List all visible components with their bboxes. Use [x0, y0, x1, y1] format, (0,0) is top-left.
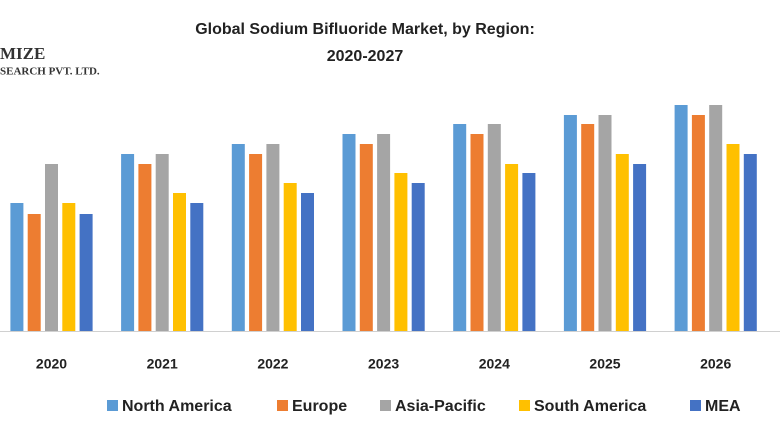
logo-text: SEARCH PVT. LTD.	[0, 66, 100, 78]
legend-label: Asia-Pacific	[395, 398, 486, 415]
x-tick-label: 2026	[700, 356, 731, 372]
bar	[342, 134, 356, 331]
x-tick-label: 2023	[368, 356, 399, 372]
bar	[283, 183, 297, 331]
bar	[598, 115, 612, 331]
bar	[190, 203, 204, 331]
logo-text: MIZE	[0, 44, 45, 63]
bar	[633, 164, 647, 331]
bar	[581, 124, 595, 331]
bar	[231, 144, 245, 331]
bar	[453, 124, 467, 331]
bar	[27, 214, 41, 331]
bar	[563, 115, 577, 331]
x-tick-label: 2024	[479, 356, 510, 372]
x-tick-label: 2020	[36, 356, 67, 372]
legend-swatch	[380, 400, 391, 411]
bar	[709, 105, 723, 331]
bar	[173, 193, 186, 331]
bar	[726, 144, 740, 331]
chart-title: 2020-2027	[327, 48, 404, 65]
legend-label: MEA	[705, 398, 741, 415]
bar	[62, 203, 76, 331]
bar	[505, 164, 519, 331]
bar	[743, 154, 757, 331]
bar	[249, 154, 263, 331]
bar	[79, 214, 93, 331]
bar	[377, 134, 391, 331]
legend-label: South America	[534, 398, 646, 415]
bar	[10, 203, 24, 331]
x-tick-label: 2025	[589, 356, 620, 372]
legend-label: Europe	[292, 398, 347, 415]
bar	[121, 154, 135, 331]
bar	[487, 124, 501, 331]
bar	[522, 173, 536, 331]
legend-label: North America	[122, 398, 232, 415]
bar	[301, 193, 314, 331]
bar	[470, 134, 484, 331]
bar	[394, 173, 408, 331]
x-tick-label: 2022	[257, 356, 288, 372]
bar	[45, 164, 58, 331]
bar	[411, 183, 425, 331]
bar	[691, 115, 705, 331]
chart-title: Global Sodium Bifluoride Market, by Regi…	[195, 21, 535, 38]
legend-swatch	[519, 400, 530, 411]
bar	[155, 154, 169, 331]
bar	[674, 105, 688, 331]
legend-swatch	[107, 400, 118, 411]
bar	[266, 144, 280, 331]
bar	[138, 164, 152, 331]
bar	[615, 154, 629, 331]
bar	[359, 144, 373, 331]
legend-swatch	[690, 400, 701, 411]
legend-swatch	[277, 400, 288, 411]
x-tick-label: 2021	[147, 356, 178, 372]
